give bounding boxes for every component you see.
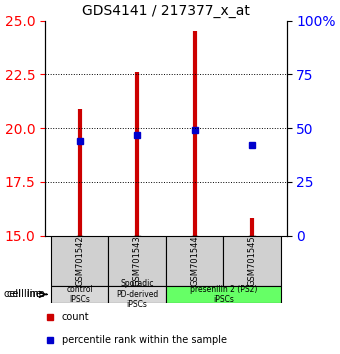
FancyBboxPatch shape — [223, 236, 281, 286]
Text: control
IPSCs: control IPSCs — [66, 285, 93, 304]
FancyBboxPatch shape — [108, 286, 166, 303]
Title: GDS4141 / 217377_x_at: GDS4141 / 217377_x_at — [82, 4, 250, 18]
Text: GSM701543: GSM701543 — [133, 235, 141, 286]
FancyBboxPatch shape — [51, 286, 108, 303]
Text: Sporadic
PD-derived
iPSCs: Sporadic PD-derived iPSCs — [116, 280, 158, 309]
FancyBboxPatch shape — [108, 236, 166, 286]
FancyBboxPatch shape — [51, 236, 108, 286]
Text: presenilin 2 (PS2)
iPSCs: presenilin 2 (PS2) iPSCs — [190, 285, 257, 304]
Text: cell line: cell line — [4, 290, 42, 299]
FancyBboxPatch shape — [166, 236, 223, 286]
Text: GSM701544: GSM701544 — [190, 235, 199, 286]
Text: cell line: cell line — [7, 290, 45, 299]
Text: count: count — [62, 312, 89, 322]
Text: GSM701542: GSM701542 — [75, 235, 84, 286]
FancyBboxPatch shape — [166, 286, 281, 303]
Text: GSM701545: GSM701545 — [248, 235, 257, 286]
Text: percentile rank within the sample: percentile rank within the sample — [62, 336, 227, 346]
